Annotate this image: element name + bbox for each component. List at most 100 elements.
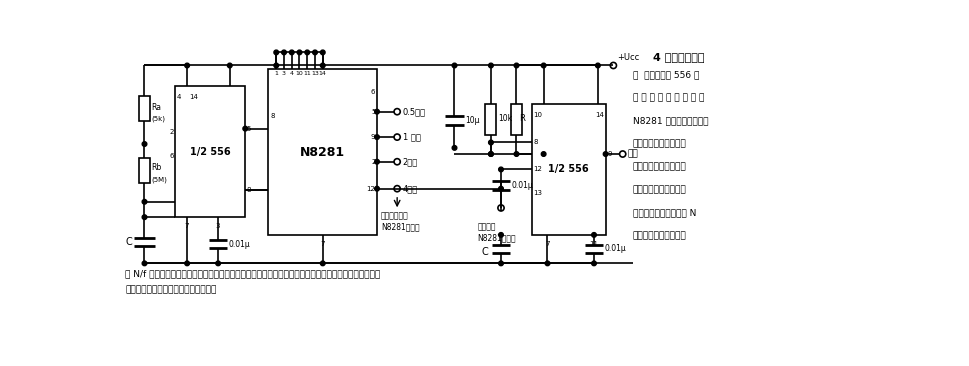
Circle shape	[289, 50, 294, 55]
Text: 4 小时顺序定时: 4 小时顺序定时	[653, 52, 704, 62]
Circle shape	[452, 63, 456, 68]
Text: 两 个 定 时 器 之 间 使 用: 两 个 定 时 器 之 间 使 用	[632, 93, 703, 102]
Circle shape	[142, 215, 146, 220]
Text: 5: 5	[371, 109, 375, 115]
Circle shape	[488, 152, 493, 156]
Text: 器  在双定时器 556 的: 器 在双定时器 556 的	[632, 70, 699, 79]
Text: 为 N/f 的输出，用于触发构成单稳的第二个定时器。延迟时间取决于分配器的延时输出时间。可以级联几: 为 N/f 的输出，用于触发构成单稳的第二个定时器。延迟时间取决于分配器的延时输…	[125, 269, 380, 279]
Text: (5M): (5M)	[151, 176, 168, 183]
Text: 12: 12	[366, 186, 375, 192]
Bar	[511, 104, 521, 135]
Text: 11: 11	[303, 71, 311, 76]
Text: 分频网络产生具有周期: 分频网络产生具有周期	[632, 232, 686, 241]
Text: 5: 5	[246, 126, 251, 132]
Circle shape	[142, 261, 146, 266]
Text: 7: 7	[320, 241, 325, 247]
Text: 8: 8	[533, 139, 538, 145]
Circle shape	[452, 146, 456, 150]
Text: 0.01μ: 0.01μ	[512, 181, 533, 190]
Text: 可以得到相当长的时间: 可以得到相当长的时间	[632, 163, 686, 172]
Circle shape	[374, 160, 379, 164]
Text: 4: 4	[290, 71, 294, 76]
Text: 10: 10	[296, 71, 303, 76]
Circle shape	[273, 63, 278, 68]
Text: 输出: 输出	[627, 150, 638, 158]
Text: C: C	[125, 237, 132, 247]
Bar	[139, 96, 150, 121]
Circle shape	[215, 261, 220, 266]
Text: 0.01μ: 0.01μ	[605, 244, 626, 253]
Bar	[531, 104, 605, 235]
Circle shape	[312, 50, 317, 55]
Text: 3: 3	[216, 223, 220, 229]
Text: 6: 6	[170, 153, 173, 158]
Bar	[139, 158, 150, 183]
Circle shape	[320, 50, 325, 55]
Text: 14: 14	[595, 112, 604, 118]
Text: 1 小时: 1 小时	[402, 132, 420, 142]
Circle shape	[142, 142, 146, 146]
Circle shape	[514, 63, 518, 68]
Text: 8: 8	[269, 112, 274, 119]
Text: +Ucc: +Ucc	[616, 53, 639, 62]
Text: N8281: N8281	[299, 146, 345, 159]
Text: 10: 10	[533, 112, 542, 118]
Text: 13: 13	[311, 71, 319, 76]
Circle shape	[591, 261, 596, 266]
Circle shape	[374, 109, 379, 114]
Text: 14: 14	[319, 71, 327, 76]
Text: 4: 4	[177, 94, 181, 100]
Circle shape	[185, 261, 189, 266]
Text: 8: 8	[246, 187, 251, 193]
Circle shape	[591, 232, 596, 237]
Text: 2: 2	[371, 159, 375, 165]
Circle shape	[273, 50, 278, 55]
Text: N8281 分配器网络，不用: N8281 分配器网络，不用	[632, 116, 707, 125]
Text: 1: 1	[274, 71, 278, 76]
Circle shape	[374, 186, 379, 191]
Circle shape	[498, 186, 503, 191]
Circle shape	[227, 63, 232, 68]
Text: 大体积低漏电电容器，: 大体积低漏电电容器，	[632, 139, 686, 148]
Circle shape	[374, 135, 379, 139]
Text: 7: 7	[545, 241, 549, 247]
Circle shape	[488, 140, 493, 145]
Circle shape	[281, 50, 286, 55]
Text: N8281计数器: N8281计数器	[478, 234, 516, 242]
Circle shape	[488, 63, 493, 68]
Circle shape	[498, 261, 503, 266]
Text: 14: 14	[189, 94, 198, 100]
Circle shape	[488, 152, 493, 156]
Text: 2小时: 2小时	[402, 157, 418, 166]
Text: 延迟。第一个定时器构: 延迟。第一个定时器构	[632, 186, 686, 195]
Text: 输入来自: 输入来自	[478, 222, 496, 231]
Text: 1/2 556: 1/2 556	[190, 147, 231, 157]
Text: 3: 3	[282, 71, 286, 76]
Text: 1/2 556: 1/2 556	[547, 164, 588, 175]
Circle shape	[541, 152, 546, 156]
Text: 0.01μ: 0.01μ	[229, 240, 250, 249]
Circle shape	[514, 152, 518, 156]
Text: 12: 12	[533, 167, 542, 172]
Text: C: C	[482, 247, 488, 257]
Text: 13: 13	[533, 190, 542, 195]
Circle shape	[541, 63, 546, 68]
Text: 10μ: 10μ	[465, 116, 480, 125]
Text: 时钟至下一个: 时钟至下一个	[381, 211, 408, 220]
Circle shape	[545, 261, 549, 266]
Text: 9: 9	[607, 151, 611, 157]
Circle shape	[595, 63, 600, 68]
Text: 2: 2	[170, 130, 173, 135]
Text: R: R	[518, 114, 524, 123]
Text: Rb: Rb	[151, 163, 162, 172]
Text: 6: 6	[370, 89, 375, 96]
Text: Ra: Ra	[151, 102, 161, 112]
Circle shape	[603, 152, 608, 156]
Circle shape	[297, 50, 301, 55]
Text: 成振荡器，其输出加到 N: 成振荡器，其输出加到 N	[632, 209, 696, 218]
Circle shape	[304, 50, 309, 55]
Circle shape	[498, 167, 503, 172]
Circle shape	[498, 232, 503, 237]
Circle shape	[242, 126, 247, 131]
Text: 0.5小时: 0.5小时	[402, 107, 425, 116]
